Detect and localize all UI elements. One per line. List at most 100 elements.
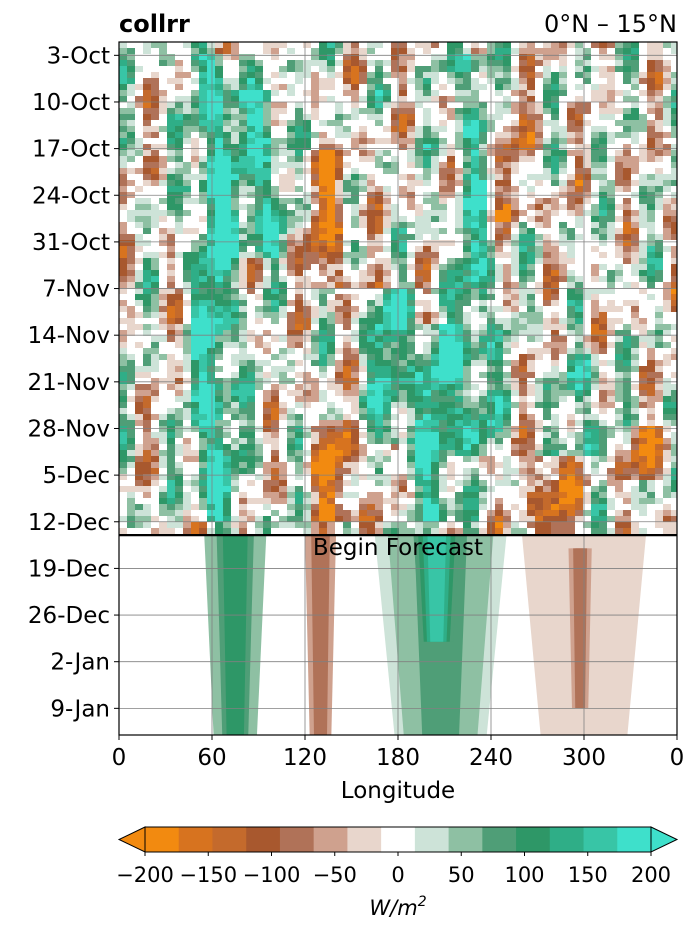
field-cell [583,240,592,247]
field-cell [615,144,624,151]
field-cell [543,420,552,427]
field-cell [319,414,328,421]
field-cell [191,318,200,325]
field-cell [343,450,352,457]
field-cell [239,84,248,91]
field-cell [623,168,632,175]
field-cell [479,204,488,211]
field-cell [367,384,376,391]
field-cell [671,258,677,265]
field-cell [543,354,552,361]
field-cell [631,462,640,469]
field-cell [375,102,384,109]
field-cell [615,174,624,181]
field-cell [599,330,608,337]
field-cell [287,312,296,319]
field-cell [623,240,632,247]
field-cell [655,138,664,145]
field-cell [471,354,480,361]
field-cell [551,60,560,67]
field-cell [287,324,296,331]
field-cell [263,408,272,415]
field-cell [263,300,272,307]
field-cell [239,78,248,85]
field-cell [631,180,640,187]
field-cell [471,222,480,229]
field-cell [623,210,632,217]
field-cell [415,438,424,445]
field-cell [551,390,560,397]
field-cell [623,450,632,457]
field-cell [143,360,152,367]
field-cell [591,264,600,271]
field-cell [271,342,280,349]
field-cell [143,294,152,301]
field-cell [431,336,440,343]
field-cell [327,102,336,109]
field-cell [551,222,560,229]
field-cell [215,84,224,91]
field-cell [663,204,672,211]
field-cell [239,282,248,289]
field-cell [319,336,328,343]
field-cell [447,402,456,409]
field-cell [439,354,448,361]
field-cell [415,48,424,55]
field-cell [215,180,224,187]
field-cell [407,384,416,391]
field-cell [543,162,552,169]
field-cell [639,432,648,439]
field-cell [175,462,184,469]
field-cell [535,72,544,79]
field-cell [543,312,552,319]
field-cell [567,96,576,103]
field-cell [239,378,248,385]
field-cell [623,204,632,211]
field-cell [231,324,240,331]
field-cell [567,228,576,235]
field-cell [367,120,376,127]
field-cell [295,234,304,241]
field-cell [591,450,600,457]
field-cell [663,258,672,265]
field-cell [503,60,512,67]
field-cell [175,42,184,49]
field-cell [391,426,400,433]
field-cell [647,150,656,157]
field-cell [191,72,200,79]
field-cell [663,336,672,343]
field-cell [359,336,368,343]
field-cell [151,456,160,463]
field-cell [167,414,176,421]
field-cell [527,102,536,109]
field-cell [407,174,416,181]
field-cell [287,108,296,115]
field-cell [167,168,176,175]
field-cell [359,222,368,229]
field-cell [135,102,144,109]
field-cell [311,318,320,325]
field-cell [407,372,416,379]
field-cell [591,174,600,181]
field-cell [423,204,432,211]
field-cell [647,348,656,355]
field-cell [327,120,336,127]
field-cell [383,138,392,145]
field-cell [655,366,664,373]
field-cell [159,444,168,451]
field-cell [391,384,400,391]
field-cell [183,162,192,169]
field-cell [143,378,152,385]
field-cell [399,276,408,283]
field-cell [231,426,240,433]
field-cell [479,168,488,175]
field-cell [615,366,624,373]
field-cell [559,228,568,235]
field-cell [495,300,504,307]
field-cell [439,282,448,289]
field-cell [159,114,168,121]
field-cell [127,288,136,295]
field-cell [255,216,264,223]
field-cell [303,402,312,409]
field-cell [287,138,296,145]
